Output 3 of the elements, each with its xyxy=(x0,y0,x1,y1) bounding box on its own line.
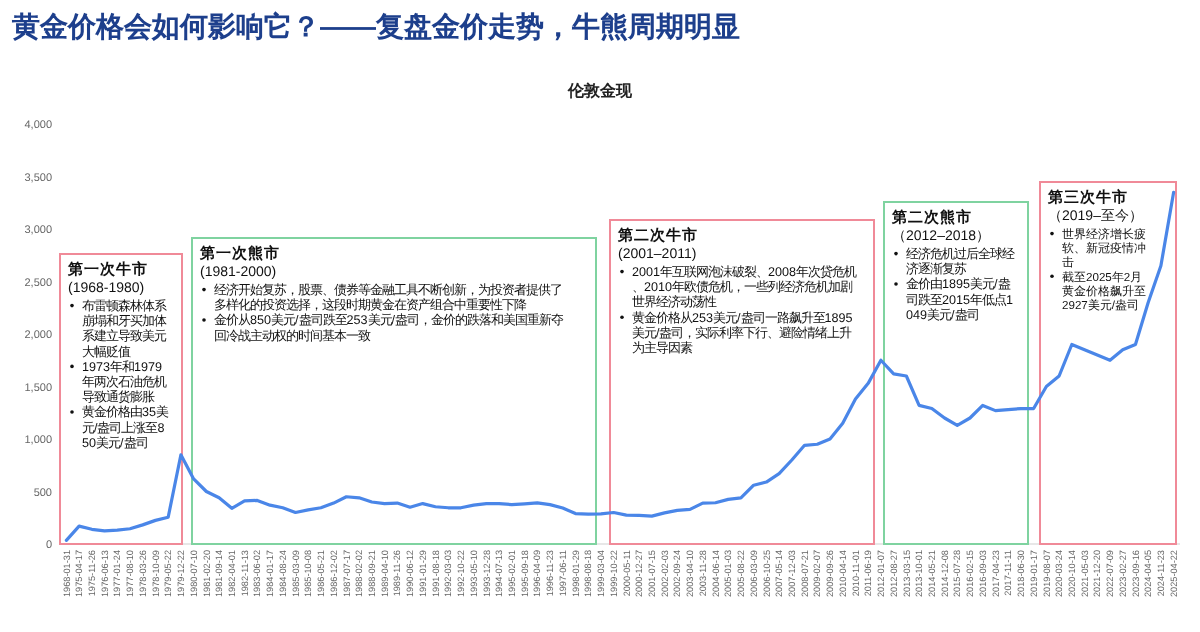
line-series xyxy=(64,190,1176,542)
chart-subtitle: 伦敦金现 xyxy=(566,82,634,100)
chart-title: 黄金价格会如何影响它？——复盘金价走势，牛熊周期明显 xyxy=(10,10,740,42)
